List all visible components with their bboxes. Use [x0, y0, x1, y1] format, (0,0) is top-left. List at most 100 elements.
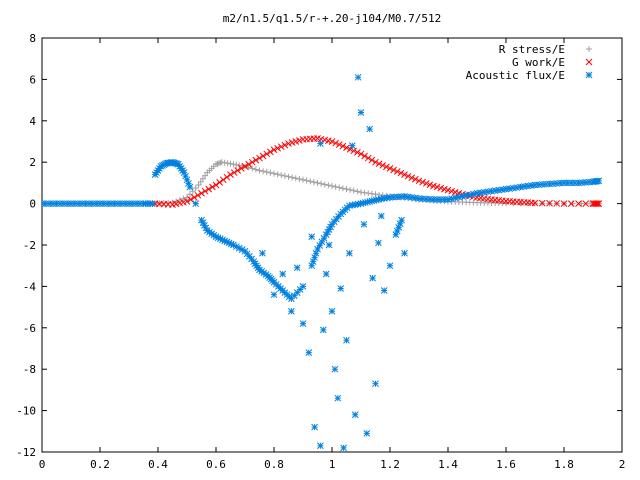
data-point	[307, 178, 314, 185]
data-point	[270, 291, 278, 299]
data-point	[190, 194, 198, 201]
y-tick-label: 0	[29, 198, 36, 211]
data-point	[380, 287, 388, 294]
data-point	[328, 307, 336, 315]
data-point	[369, 274, 376, 282]
data-point	[215, 160, 222, 167]
data-point	[249, 165, 256, 172]
data-point	[201, 187, 209, 195]
data-point	[357, 109, 365, 116]
y-tick-label: -6	[23, 322, 36, 335]
y-tick-label: 2	[29, 156, 36, 169]
data-point	[213, 161, 219, 168]
data-point	[368, 190, 375, 197]
data-point	[252, 156, 260, 164]
x-tick-label: 1	[329, 458, 336, 471]
x-tick-label: 0.4	[148, 458, 168, 471]
data-point	[195, 181, 202, 188]
data-point	[263, 169, 270, 176]
data-point	[401, 171, 408, 178]
data-point	[227, 171, 234, 178]
data-point	[379, 161, 387, 169]
data-point	[223, 238, 231, 246]
x-tick-label: 0.8	[264, 458, 284, 471]
data-point	[393, 168, 401, 175]
data-point	[538, 199, 546, 207]
y-tick-label: -10	[16, 405, 36, 418]
data-point	[317, 140, 324, 147]
data-point	[372, 191, 379, 198]
x-tick-label: 0.2	[90, 458, 110, 471]
data-point	[408, 174, 416, 182]
data-point	[365, 190, 372, 197]
data-point	[230, 169, 238, 176]
data-point	[396, 220, 404, 228]
data-point	[192, 185, 199, 192]
data-point	[337, 285, 345, 292]
data-point	[224, 160, 231, 167]
data-point	[343, 144, 350, 152]
data-point	[194, 191, 202, 199]
data-point	[274, 171, 281, 178]
y-tick-label: -12	[16, 446, 36, 459]
data-point	[192, 200, 200, 207]
data-point	[339, 142, 347, 150]
data-point	[185, 180, 192, 187]
data-point	[347, 186, 354, 193]
data-point	[212, 181, 220, 189]
data-point	[202, 172, 209, 179]
data-point	[263, 150, 271, 158]
data-point	[595, 200, 603, 207]
data-point	[312, 249, 320, 257]
data-point	[183, 198, 191, 205]
series-layer	[42, 73, 603, 452]
y-tick-label: 6	[29, 73, 36, 86]
data-point	[336, 184, 343, 191]
data-point	[289, 174, 296, 181]
data-point	[189, 188, 196, 195]
x-tick-label: 1.8	[554, 458, 574, 471]
data-point	[309, 258, 317, 265]
data-point	[310, 179, 317, 186]
data-point	[288, 307, 295, 315]
data-point	[299, 320, 307, 328]
data-point	[241, 162, 249, 170]
data-point	[578, 200, 585, 207]
data-point	[531, 199, 539, 207]
data-point	[321, 181, 328, 188]
x-tick-label: 1.6	[496, 458, 516, 471]
data-point	[259, 249, 266, 257]
y-tick-label: -8	[23, 363, 36, 376]
data-point	[199, 175, 206, 182]
data-point	[363, 430, 371, 437]
x-tick-label: 2	[619, 458, 626, 471]
data-point	[256, 167, 263, 174]
data-point	[357, 150, 365, 158]
data-point	[383, 163, 390, 171]
data-point	[267, 169, 274, 176]
legend-marker	[585, 58, 593, 66]
y-tick-label: 4	[29, 115, 36, 128]
data-point	[314, 179, 321, 186]
data-point	[415, 177, 423, 185]
data-point	[351, 201, 359, 208]
data-point	[252, 166, 259, 173]
data-point	[205, 185, 213, 193]
data-point	[375, 160, 383, 168]
data-point	[245, 160, 252, 168]
data-point	[278, 172, 285, 179]
data-point	[300, 176, 306, 183]
data-point	[390, 166, 397, 174]
data-point	[180, 195, 187, 202]
data-point	[422, 180, 430, 187]
data-point	[223, 173, 231, 181]
data-point	[593, 200, 601, 207]
data-point	[270, 146, 278, 154]
data-point	[271, 170, 277, 177]
data-point	[332, 139, 339, 147]
legend-label: G work/E	[512, 56, 565, 69]
data-point	[397, 169, 405, 177]
data-point	[412, 175, 419, 183]
legend-marker	[586, 46, 592, 52]
